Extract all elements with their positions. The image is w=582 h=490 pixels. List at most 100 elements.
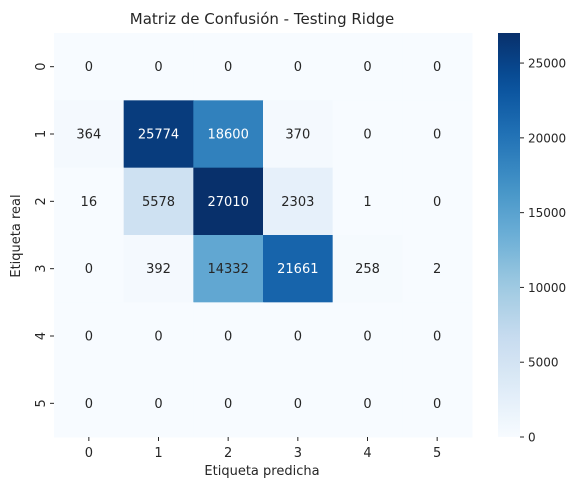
- heatmap-cell-value: 258: [355, 262, 380, 277]
- heatmap-cell: [123, 33, 194, 101]
- heatmap-cell-value: 364: [76, 128, 101, 143]
- heatmap-cell: [263, 369, 334, 438]
- colorbar-tick-label: 5000: [528, 356, 559, 370]
- heatmap-cell: [54, 167, 125, 236]
- heatmap-cell: [54, 100, 125, 169]
- heatmap-cell: [402, 369, 473, 438]
- y-tick-label: 0: [34, 63, 49, 71]
- heatmap-cell: [123, 302, 194, 371]
- heatmap-cell: [123, 167, 194, 236]
- heatmap-cell: [123, 369, 194, 438]
- heatmap-cell-value: 0: [433, 128, 441, 143]
- y-axis-ticks: 0 1 2 3 4 5: [34, 63, 54, 407]
- heatmap-cell-value: 0: [85, 60, 93, 75]
- heatmap-cell-value: 0: [294, 330, 302, 345]
- heatmap-cell: [263, 100, 334, 169]
- heatmap-cell: [193, 100, 264, 169]
- heatmap-cell: [332, 302, 403, 371]
- heatmap-cell-value: 0: [433, 195, 441, 210]
- y-tick-label: 2: [34, 197, 49, 205]
- colorbar-tick-label: 0: [528, 431, 536, 445]
- x-axis-ticks: 0 1 2 3 4 5: [85, 437, 441, 461]
- heatmap-cell: [54, 302, 125, 371]
- heatmap-cell-value: 0: [433, 330, 441, 345]
- heatmap-cell: [263, 167, 334, 236]
- heatmap-cell-value: 14332: [207, 262, 248, 277]
- colorbar-tick-label: 10000: [528, 281, 566, 295]
- heatmap-cell: [402, 167, 473, 236]
- x-tick-label: 5: [433, 446, 441, 461]
- heatmap-cell-value: 25774: [138, 128, 179, 143]
- heatmap-cell-value: 5578: [142, 195, 175, 210]
- x-axis-label: Etiqueta predicha: [204, 464, 319, 479]
- y-tick-label: 5: [34, 399, 49, 407]
- y-tick-label: 3: [34, 265, 49, 273]
- heatmap-cell-value: 0: [294, 397, 302, 412]
- x-tick-label: 0: [85, 446, 93, 461]
- heatmap-cell-value: 0: [363, 397, 371, 412]
- colorbar-tick-label: 20000: [528, 131, 566, 145]
- colorbar-tick-label: 25000: [528, 57, 566, 71]
- heatmap-cell-labels: 0 0 0 0 0 0 364 25774 18600 370 0 0 16 5578 27010 2303 1…: [76, 60, 441, 412]
- heatmap-cells: [54, 33, 473, 438]
- x-tick-label: 2: [224, 446, 232, 461]
- heatmap-cell-value: 0: [224, 330, 232, 345]
- x-tick-label: 4: [363, 446, 371, 461]
- heatmap-cell-value: 0: [363, 60, 371, 75]
- heatmap-cell: [402, 302, 473, 371]
- heatmap-cell: [263, 33, 334, 101]
- heatmap-cell: [193, 369, 264, 438]
- heatmap-cell-value: 0: [294, 60, 302, 75]
- heatmap-cell-value: 21661: [277, 262, 318, 277]
- heatmap-cell: [332, 33, 403, 101]
- heatmap-cell: [193, 235, 264, 303]
- y-tick-label: 4: [34, 332, 49, 340]
- heatmap-cell-value: 370: [285, 128, 310, 143]
- heatmap-cell: [332, 167, 403, 236]
- colorbar-ticks: 0 5000 10000 15000 20000 25000: [520, 57, 566, 445]
- y-tick-label: 1: [34, 130, 49, 138]
- x-tick-label: 3: [294, 446, 302, 461]
- heatmap-cell-value: 2303: [281, 195, 314, 210]
- colorbar-tick-label: 15000: [528, 206, 566, 220]
- heatmap-cell: [263, 302, 334, 371]
- heatmap-cell: [402, 100, 473, 169]
- heatmap-cell: [123, 235, 194, 303]
- heatmap-cell: [193, 167, 264, 236]
- colorbar: [498, 33, 520, 437]
- heatmap-cell: [123, 100, 194, 169]
- y-axis-label: Etiqueta real: [9, 194, 24, 277]
- heatmap-cell-value: 0: [433, 60, 441, 75]
- heatmap-cell: [402, 33, 473, 101]
- heatmap-cell-value: 0: [154, 330, 162, 345]
- heatmap-cell-value: 0: [224, 397, 232, 412]
- heatmap-cell-value: 0: [433, 397, 441, 412]
- heatmap-cell-value: 0: [363, 128, 371, 143]
- chart-title: Matriz de Confusión - Testing Ridge: [130, 10, 394, 28]
- heatmap-cell: [332, 235, 403, 303]
- heatmap-cell-value: 0: [363, 330, 371, 345]
- heatmap-cell-value: 27010: [207, 195, 248, 210]
- x-tick-label: 1: [154, 446, 162, 461]
- heatmap-cell-value: 0: [85, 397, 93, 412]
- heatmap-cell: [263, 235, 334, 303]
- heatmap-cell-value: 0: [154, 397, 162, 412]
- heatmap-cell: [332, 369, 403, 438]
- heatmap-cell-value: 16: [81, 195, 98, 210]
- heatmap-cell: [54, 369, 125, 438]
- heatmap-cell-value: 392: [146, 262, 171, 277]
- heatmap-cell-value: 2: [433, 262, 441, 277]
- heatmap-cell-value: 0: [154, 60, 162, 75]
- heatmap-cell: [402, 235, 473, 303]
- heatmap-cell-value: 0: [85, 330, 93, 345]
- heatmap-cell-value: 0: [85, 262, 93, 277]
- heatmap-cell: [54, 235, 125, 303]
- heatmap-cell-value: 18600: [207, 128, 248, 143]
- heatmap-cell: [193, 33, 264, 101]
- heatmap-cell: [332, 100, 403, 169]
- heatmap-cell: [54, 33, 125, 101]
- heatmap-cell-value: 0: [224, 60, 232, 75]
- heatmap-cell-value: 1: [363, 195, 371, 210]
- heatmap-cell: [193, 302, 264, 371]
